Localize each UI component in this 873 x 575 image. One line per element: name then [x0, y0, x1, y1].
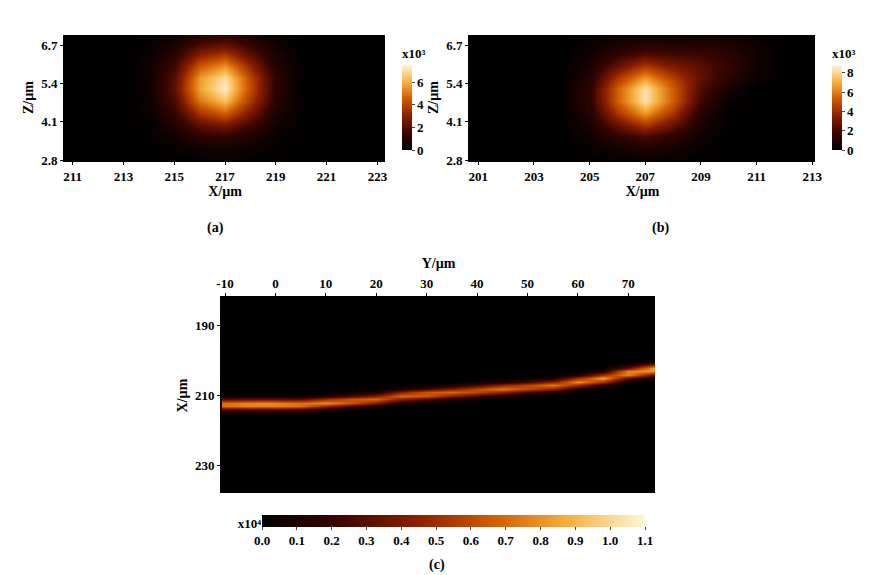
svg-text:201: 201	[469, 169, 489, 184]
svg-text:209: 209	[691, 169, 711, 184]
svg-text:4: 4	[417, 97, 424, 112]
svg-text:0.0: 0.0	[254, 533, 270, 548]
svg-text:1.0: 1.0	[602, 533, 618, 548]
svg-text:2.8: 2.8	[446, 153, 463, 168]
svg-text:0: 0	[417, 143, 424, 158]
svg-text:213: 213	[802, 169, 822, 184]
svg-text:X/µm: X/µm	[208, 184, 242, 199]
svg-text:0.1: 0.1	[289, 533, 305, 548]
svg-text:(c): (c)	[429, 557, 445, 573]
svg-text:50: 50	[521, 276, 534, 291]
svg-text:6: 6	[847, 85, 854, 100]
svg-text:0.9: 0.9	[567, 533, 584, 548]
svg-text:215: 215	[164, 169, 184, 184]
svg-text:4: 4	[847, 104, 854, 119]
svg-text:x10³: x10³	[832, 46, 856, 61]
svg-text:205: 205	[580, 169, 600, 184]
svg-text:Z/µm: Z/µm	[426, 81, 441, 114]
svg-text:X/µm: X/µm	[175, 378, 190, 412]
svg-text:0.6: 0.6	[463, 533, 480, 548]
svg-text:203: 203	[524, 169, 544, 184]
svg-text:60: 60	[571, 276, 584, 291]
svg-text:0.5: 0.5	[428, 533, 445, 548]
svg-text:223: 223	[368, 169, 388, 184]
svg-text:207: 207	[636, 169, 656, 184]
svg-text:0.8: 0.8	[532, 533, 549, 548]
svg-text:0.2: 0.2	[324, 533, 340, 548]
svg-text:1.1: 1.1	[637, 533, 653, 548]
svg-text:6.7: 6.7	[41, 38, 58, 53]
svg-text:219: 219	[266, 169, 286, 184]
svg-text:6: 6	[417, 75, 424, 90]
svg-text:X/µm: X/µm	[626, 184, 660, 199]
svg-text:x10⁴: x10⁴	[238, 516, 262, 531]
svg-text:0: 0	[272, 276, 279, 291]
svg-text:40: 40	[471, 276, 484, 291]
svg-text:2.8: 2.8	[41, 153, 58, 168]
svg-text:211: 211	[63, 169, 82, 184]
svg-text:4.1: 4.1	[446, 114, 462, 129]
svg-text:30: 30	[420, 276, 433, 291]
svg-text:190: 190	[195, 318, 215, 333]
svg-text:70: 70	[622, 276, 635, 291]
svg-text:2: 2	[847, 123, 854, 138]
svg-text:221: 221	[317, 169, 337, 184]
svg-text:0.4: 0.4	[393, 533, 410, 548]
svg-text:Z/µm: Z/µm	[21, 81, 36, 114]
svg-text:6.7: 6.7	[446, 38, 463, 53]
svg-text:0.7: 0.7	[498, 533, 515, 548]
svg-text:Y/µm: Y/µm	[422, 256, 456, 271]
svg-text:5.4: 5.4	[446, 76, 463, 91]
svg-text:(a): (a)	[207, 220, 224, 236]
svg-text:211: 211	[747, 169, 766, 184]
svg-text:210: 210	[195, 388, 215, 403]
svg-text:-10: -10	[216, 276, 233, 291]
svg-text:0: 0	[847, 143, 854, 158]
svg-text:8: 8	[847, 65, 854, 80]
svg-text:2: 2	[417, 120, 424, 135]
svg-text:213: 213	[114, 169, 134, 184]
svg-text:0.3: 0.3	[358, 533, 375, 548]
svg-text:230: 230	[195, 458, 215, 473]
svg-text:5.4: 5.4	[41, 76, 58, 91]
svg-text:10: 10	[319, 276, 332, 291]
svg-text:217: 217	[215, 169, 235, 184]
svg-text:x10³: x10³	[402, 46, 426, 61]
svg-text:20: 20	[370, 276, 383, 291]
svg-text:(b): (b)	[652, 220, 669, 236]
svg-text:4.1: 4.1	[41, 114, 57, 129]
